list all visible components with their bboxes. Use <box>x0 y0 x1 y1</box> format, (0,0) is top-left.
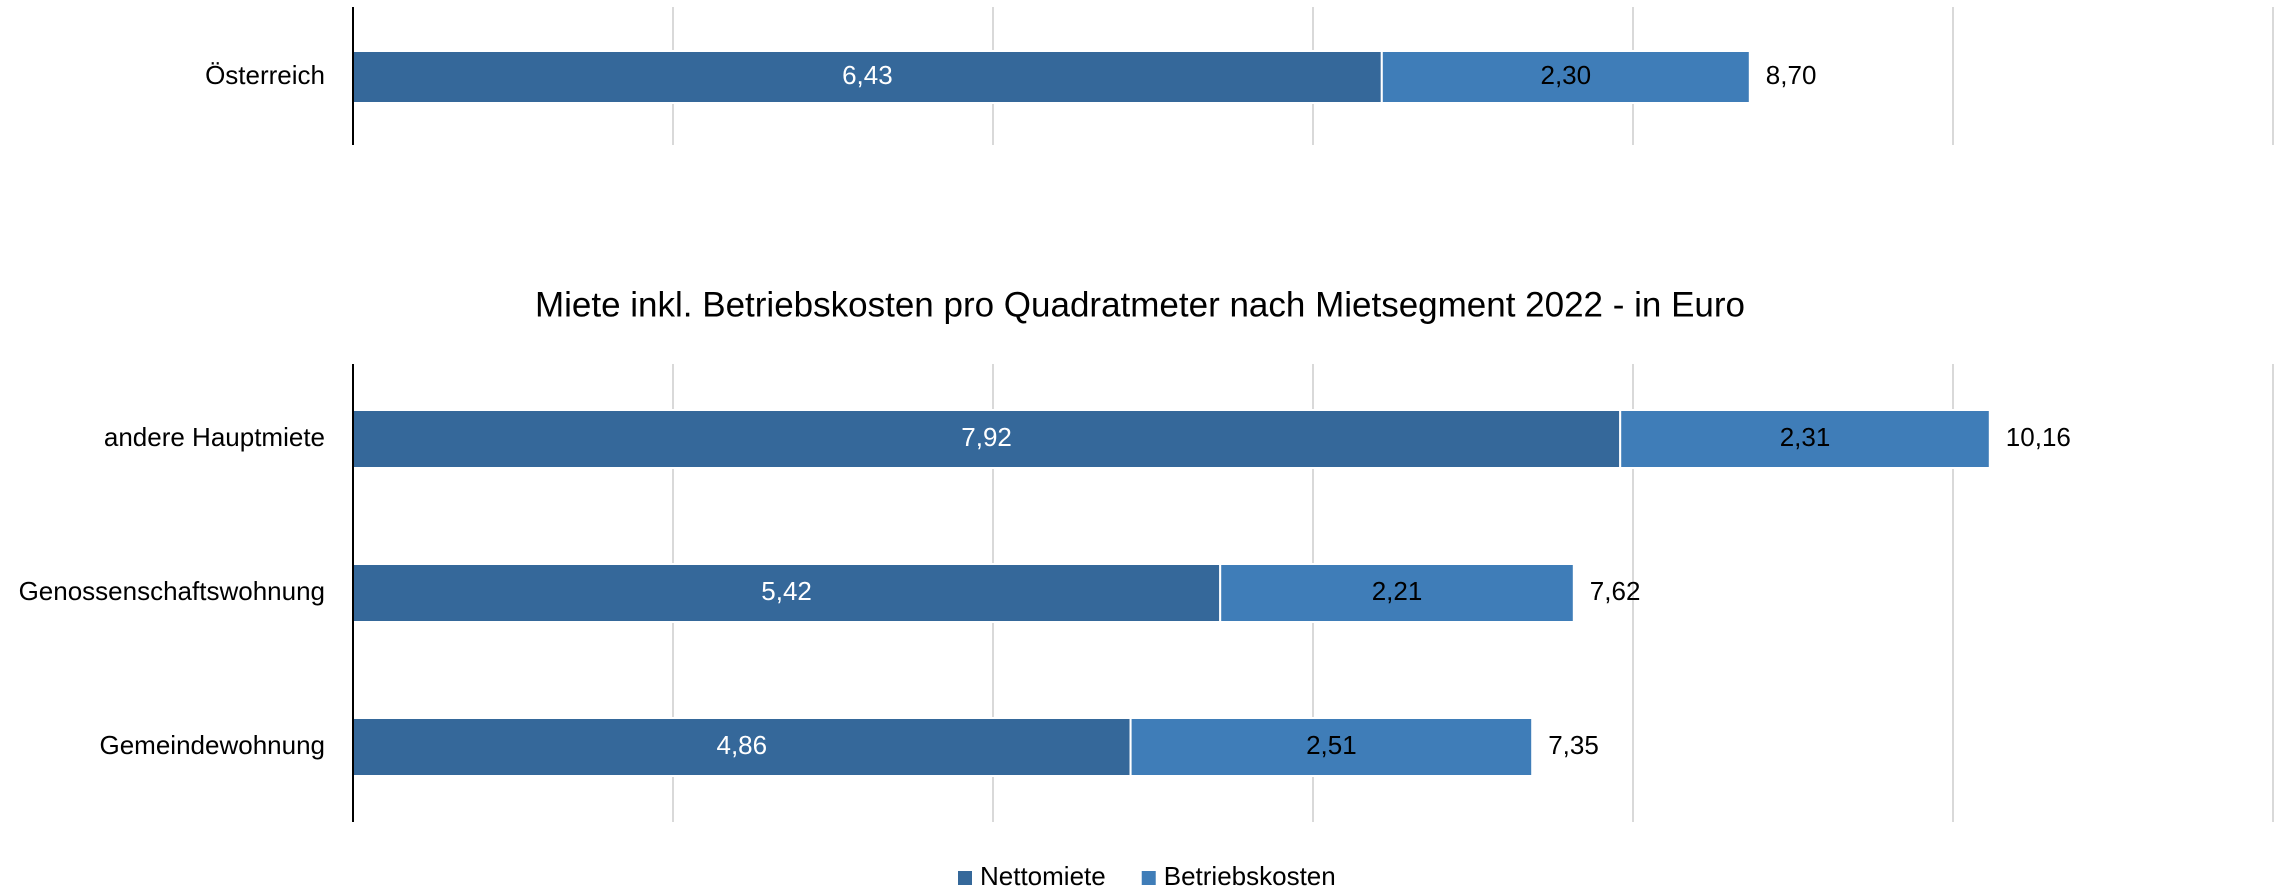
legend-swatch <box>1141 871 1156 885</box>
bar-segment <box>1380 50 1751 104</box>
y-tick-label: Gemeindewohnung <box>100 730 326 760</box>
bar-segment <box>352 50 1383 104</box>
chart-title: Miete inkl. Betriebskosten pro Quadratme… <box>535 285 1745 324</box>
bar-segment <box>1219 563 1575 623</box>
value-label: 7,92 <box>961 422 1012 452</box>
y-tick-label: Österreich <box>205 60 325 90</box>
legend-label: Nettomiete <box>980 861 1106 891</box>
bar-segment <box>1619 409 1991 469</box>
value-label: 2,21 <box>1372 576 1423 606</box>
value-label: 5,42 <box>761 576 812 606</box>
total-label: 10,16 <box>2006 422 2071 452</box>
value-label: 6,43 <box>842 60 893 90</box>
y-tick-label: andere Hauptmiete <box>104 422 325 452</box>
bar-segment <box>352 717 1132 777</box>
legend-swatch <box>958 871 972 885</box>
total-label: 7,35 <box>1548 730 1599 760</box>
value-label: 2,31 <box>1780 422 1831 452</box>
legend-label: Betriebskosten <box>1164 861 1336 891</box>
bar-segment <box>1129 717 1534 777</box>
value-label: 2,30 <box>1540 60 1591 90</box>
y-tick-label: Genossenschaftswohnung <box>19 576 325 606</box>
value-label: 4,86 <box>716 730 767 760</box>
value-label: 2,51 <box>1306 730 1357 760</box>
total-label: 8,70 <box>1766 60 1817 90</box>
total-label: 7,62 <box>1590 576 1641 606</box>
